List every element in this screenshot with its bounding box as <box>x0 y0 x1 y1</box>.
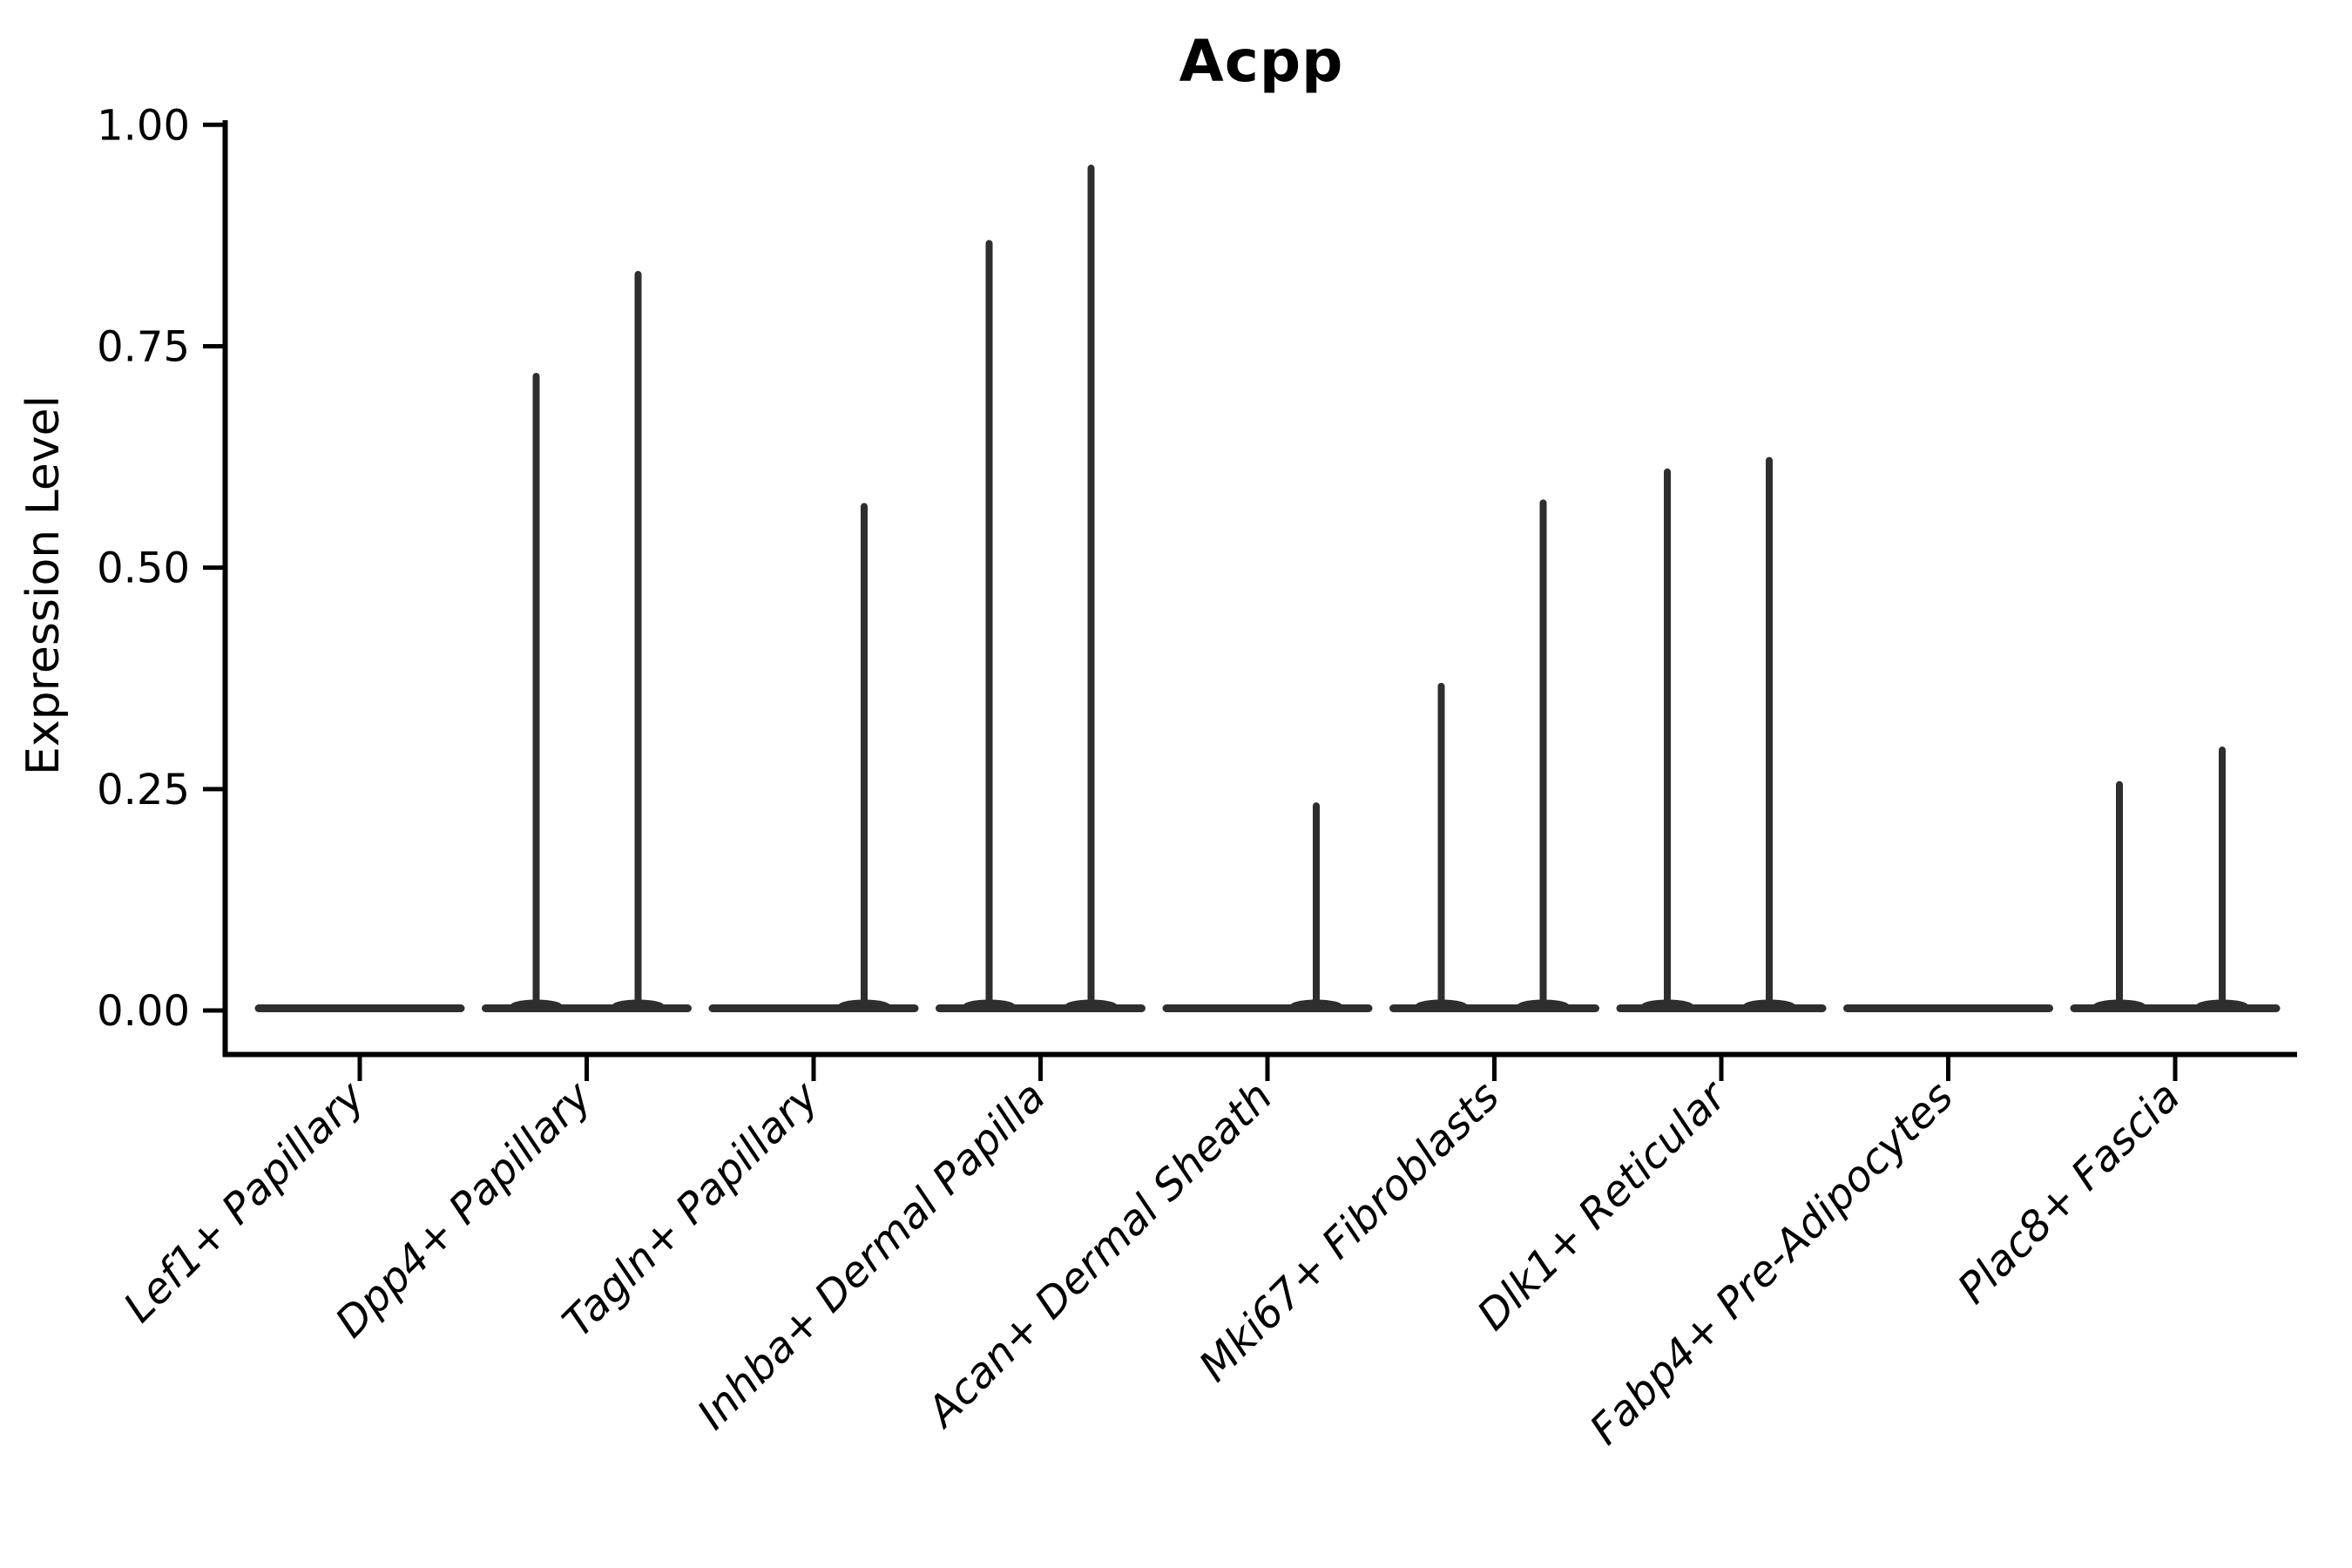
violin-spike <box>1539 499 1547 1009</box>
x-tick-label: Fabp4+ Pre-Adipocytes <box>1580 1072 1963 1455</box>
y-tick-label: 0.25 <box>97 766 190 814</box>
x-tick-label: Lef1+ Papillary <box>114 1071 375 1332</box>
violin-body <box>1162 1004 1373 1012</box>
violin-body <box>2070 1004 2281 1012</box>
violin-spike <box>2116 781 2123 1009</box>
y-tick-label: 0.50 <box>97 544 190 593</box>
violin-spike <box>985 240 993 1009</box>
violin-spike <box>1313 802 1320 1009</box>
violin-body <box>1843 1004 2053 1012</box>
violin-spike <box>1664 468 1671 1009</box>
chart-title: Acpp <box>1179 28 1344 95</box>
y-tick-label: 0.75 <box>97 322 190 371</box>
violin-body <box>1389 1004 1599 1012</box>
violin-body <box>936 1004 1146 1012</box>
x-tick-label: Plac8+ Fascia <box>1949 1072 2190 1314</box>
violin-body <box>708 1004 919 1012</box>
violin-body <box>254 1004 465 1012</box>
violin-spike <box>634 271 642 1009</box>
violin-body <box>482 1004 692 1012</box>
violin-spike <box>1437 682 1445 1009</box>
y-tick-label: 1.00 <box>97 101 190 150</box>
violin-spike <box>532 372 540 1009</box>
violin-spike <box>861 503 868 1009</box>
violin-spike <box>1766 456 1773 1009</box>
violin-spike <box>2219 747 2226 1009</box>
violin-spike <box>1087 165 1095 1009</box>
x-tick-label: Dlk1+ Reticular <box>1468 1071 1738 1341</box>
y-tick-label: 0.00 <box>97 987 190 1036</box>
violin-body <box>1616 1004 1827 1012</box>
